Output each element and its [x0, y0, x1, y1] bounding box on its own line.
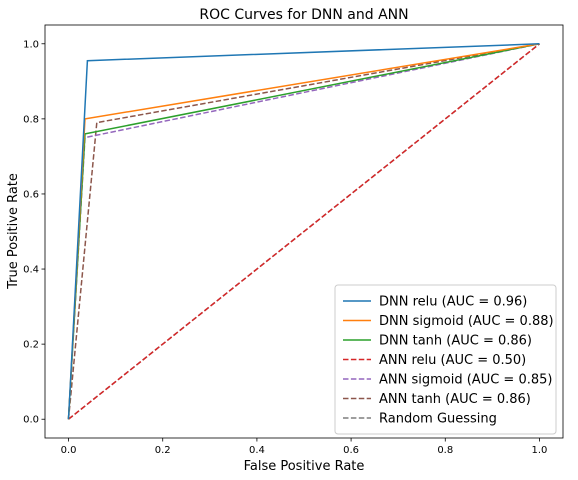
series-line-0 — [67, 43, 540, 420]
y-tick-label: 0.4 — [23, 265, 39, 276]
series-group — [67, 43, 540, 420]
plot-area: 0.0 0.2 0.4 0.6 0.8 1.0 0.0 0.2 0.4 0.6 0.8 1.0 DNN … — [23, 24, 564, 456]
x-tick-label: 0.6 — [343, 445, 359, 456]
legend-label-5: ANN tanh (AUC = 0.86) — [379, 392, 531, 407]
x-tick-label: 0.0 — [61, 445, 77, 456]
x-tick-label: 0.8 — [437, 445, 453, 456]
legend-box — [334, 284, 557, 435]
x-tick-label: 1.0 — [532, 445, 548, 456]
y-tick-label: 0.6 — [23, 189, 39, 200]
x-axis-label: False Positive Rate — [244, 459, 365, 474]
x-tick-label: 0.4 — [249, 445, 265, 456]
legend-label-6: Random Guessing — [379, 412, 497, 427]
y-axis-label: True Positive Rate — [6, 173, 21, 290]
x-tick-label: 0.2 — [155, 445, 171, 456]
legend-label-1: DNN sigmoid (AUC = 0.88) — [379, 314, 554, 329]
legend-label-2: DNN tanh (AUC = 0.86) — [379, 334, 532, 349]
series-line-3 — [68, 43, 540, 420]
legend: DNN relu (AUC = 0.96) DNN sigmoid (AUC = … — [334, 284, 557, 435]
chart-title: ROC Curves for DNN and ANN — [199, 7, 408, 23]
y-tick-label: 0.8 — [23, 114, 39, 125]
y-tick-label: 0.2 — [23, 340, 39, 351]
legend-label-0: DNN relu (AUC = 0.96) — [379, 295, 527, 310]
plot-frame — [44, 24, 564, 439]
y-tick-label: 1.0 — [23, 39, 39, 50]
legend-label-3: ANN relu (AUC = 0.50) — [379, 353, 526, 368]
y-tick-label: 0.0 — [23, 415, 39, 426]
series-line-5 — [67, 43, 540, 420]
legend-label-4: ANN sigmoid (AUC = 0.85) — [379, 373, 552, 388]
